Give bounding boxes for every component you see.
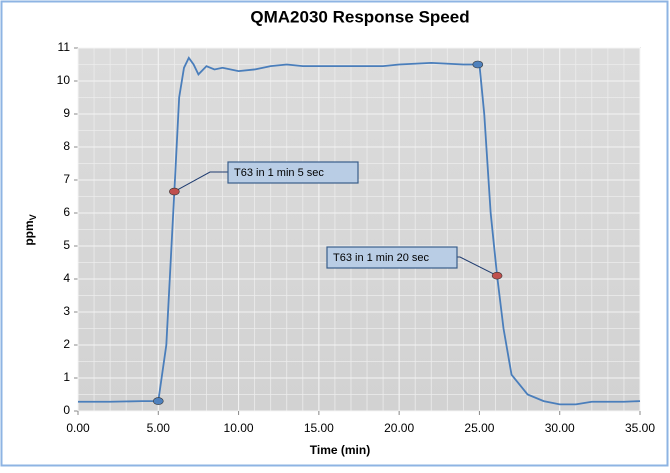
leader-line (174, 171, 228, 192)
x-tick-label: 0.00 (66, 421, 90, 435)
point-marker (152, 397, 164, 405)
plot-layer: 0 1 2 3 4 5 6 7 8 9 10 11 0.00 5.00 10.00 15.00 20.00 25.… (57, 40, 656, 435)
callout-box (227, 161, 359, 184)
y-tick-label: 1 (63, 370, 70, 384)
x-tick-label: 35.00 (625, 421, 655, 435)
y-tick-label: 4 (63, 271, 70, 285)
y-tick-label: 9 (63, 106, 70, 120)
x-tick-label: 5.00 (147, 421, 171, 435)
x-tick-label: 30.00 (545, 421, 575, 435)
y-tick-label: 6 (63, 205, 70, 219)
callout-text: T63 in 1 min 5 sec (234, 167, 324, 179)
x-tick-label: 25.00 (464, 421, 494, 435)
x-tick-label: 10.00 (224, 421, 254, 435)
x-tick-label: 15.00 (304, 421, 334, 435)
y-label-main: ppm (22, 220, 36, 245)
x-axis-label: Time (min) (310, 443, 370, 457)
y-tick-label: 7 (63, 172, 70, 186)
y-tick-label: 5 (63, 238, 70, 252)
point-marker (472, 60, 484, 69)
leader-line (457, 256, 498, 277)
y-tick-label: 11 (58, 40, 71, 54)
y-tick-label: 8 (63, 139, 70, 153)
y-tick-label: 2 (63, 337, 70, 351)
point-marker (491, 271, 503, 280)
chart-title: QMA2030 Response Speed (250, 7, 469, 26)
y-axis-label: ppmV (22, 214, 38, 245)
y-tick-label: 3 (63, 304, 70, 318)
data-line (78, 56, 641, 406)
point-marker (169, 187, 180, 196)
y-label-sub: V (28, 214, 38, 220)
y-tick-label: 10 (57, 73, 71, 87)
y-tick-label: 0 (63, 403, 70, 417)
callout-text: T63 in 1 min 20 sec (333, 252, 429, 264)
x-tick-label: 20.00 (384, 421, 414, 435)
callout-box (326, 246, 458, 269)
